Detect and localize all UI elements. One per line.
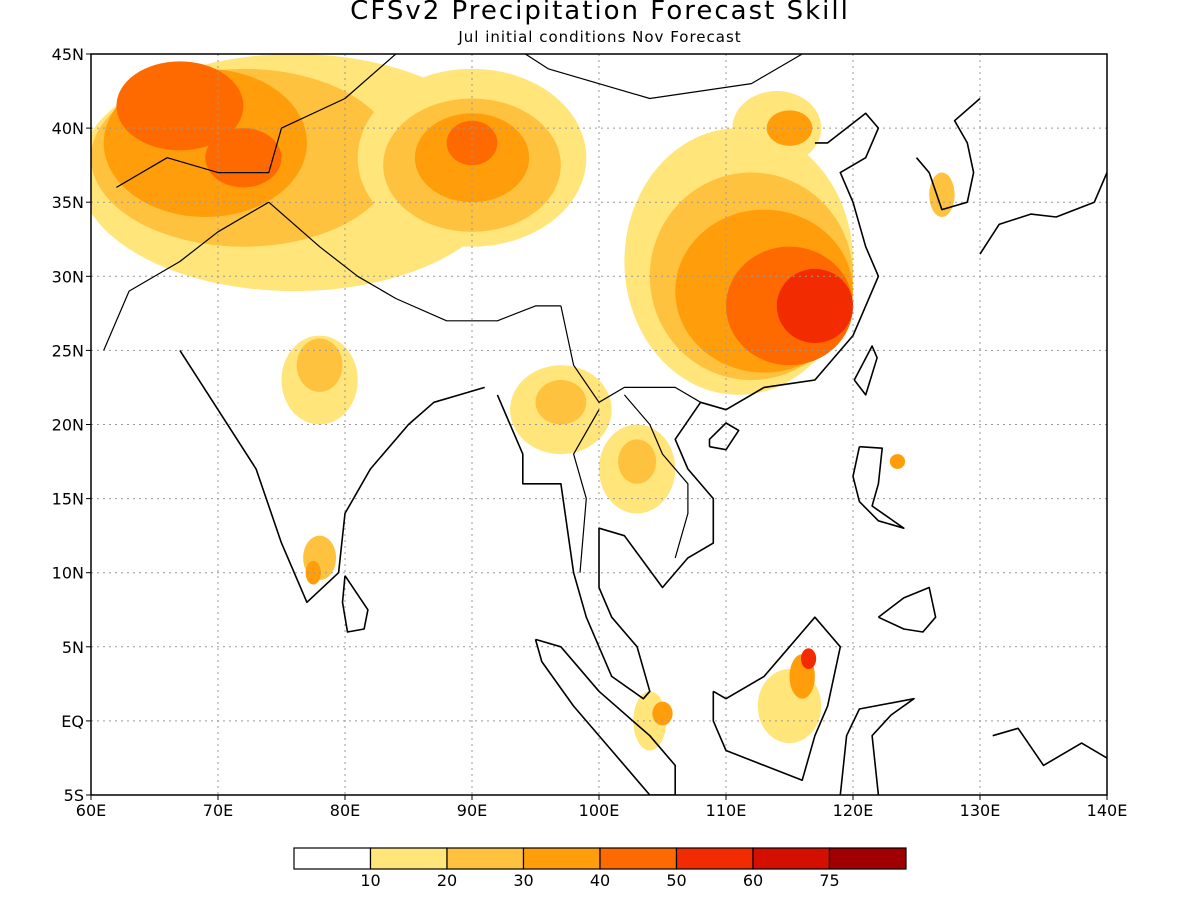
y-tick-label: 35N — [52, 193, 84, 212]
skill-region-8 — [446, 120, 498, 166]
border-china-mongolia-border — [524, 54, 803, 100]
colorbar-swatch-0 — [293, 847, 372, 870]
skill-region-30 — [889, 454, 906, 469]
y-tick-label: 15N — [52, 490, 84, 509]
coastline-sulawesi — [839, 697, 915, 795]
y-tick-label: 20N — [52, 416, 84, 435]
map-subtitle: Jul initial conditions Nov Forecast — [458, 28, 742, 46]
colorbar-swatch-6 — [752, 847, 831, 870]
colorbar-label: 75 — [819, 871, 839, 890]
map-title: CFSv2 Precipitation Forecast Skill — [350, 0, 850, 26]
colorbar-label: 60 — [743, 871, 763, 890]
colorbar-label: 30 — [513, 871, 533, 890]
coastline-hainan — [708, 422, 740, 451]
coastline-korea — [915, 97, 981, 211]
colorbar-label: 10 — [360, 871, 380, 890]
x-tick-label: 90E — [457, 801, 487, 820]
border-myanmar-thailand-border — [572, 409, 600, 573]
skill-region-4 — [205, 128, 282, 188]
x-tick-label: 140E — [1087, 801, 1128, 820]
y-tick-label: 25N — [52, 341, 84, 360]
coastline-mindanao — [877, 586, 937, 633]
skill-region-28 — [800, 648, 817, 670]
y-tick-label: 40N — [52, 119, 84, 138]
x-tick-label: 130E — [960, 801, 1001, 820]
skill-region-13 — [776, 268, 854, 343]
coastline-luzon — [852, 445, 905, 530]
skill-region-15 — [766, 110, 813, 146]
colorbar-label: 40 — [590, 871, 610, 890]
x-tick-label: 100E — [579, 801, 620, 820]
skill-region-21 — [618, 439, 657, 484]
x-tick-label: 60E — [76, 801, 106, 820]
colorbar-label: 50 — [666, 871, 686, 890]
y-tick-label: EQ — [61, 712, 84, 731]
colorbar-swatch-4 — [599, 847, 678, 870]
coastline-borneo — [712, 616, 842, 782]
colorbar-swatch-2 — [446, 847, 525, 870]
colorbar-label: 20 — [437, 871, 457, 890]
x-tick-label: 120E — [833, 801, 874, 820]
border-pakistan-border — [103, 201, 270, 351]
y-tick-label: 30N — [52, 267, 84, 286]
coastline-indochina-coast — [496, 112, 880, 700]
border-laos-vietnam-border — [623, 394, 689, 559]
colorbar-swatch-5 — [675, 847, 754, 870]
coastline-sri-lanka — [341, 575, 369, 633]
skill-shading-layer — [91, 54, 955, 751]
x-tick-label: 80E — [330, 801, 360, 820]
border-central-asia-border — [116, 54, 397, 188]
colorbar-swatch-7 — [828, 847, 907, 870]
grid-lines — [91, 54, 1107, 795]
coastline-japan — [979, 172, 1107, 255]
y-tick-label: 45N — [52, 45, 84, 64]
colorbar: 10 20 30 40 50 60 75 — [293, 847, 907, 890]
border-china-se-asia-border — [560, 305, 701, 403]
skill-region-17 — [296, 338, 343, 392]
border-himalaya-border — [268, 201, 561, 322]
x-tick-label: 70E — [203, 801, 233, 820]
skill-region-19 — [535, 380, 587, 425]
y-tick-label: 5N — [62, 638, 84, 657]
skill-region-25 — [652, 701, 673, 726]
coastline-layer — [103, 54, 1107, 795]
coastline-taiwan — [853, 345, 878, 396]
x-tick-label: 110E — [706, 801, 747, 820]
skill-region-29 — [929, 172, 955, 218]
coastline-indian-coast — [179, 349, 485, 604]
y-tick-label: 5S — [64, 786, 84, 805]
colorbar-swatch-1 — [369, 847, 448, 870]
coastline-new-guinea — [992, 727, 1107, 767]
y-tick-label: 10N — [52, 564, 84, 583]
colorbar-swatch-3 — [522, 847, 601, 870]
coastline-sumatra — [534, 638, 677, 795]
